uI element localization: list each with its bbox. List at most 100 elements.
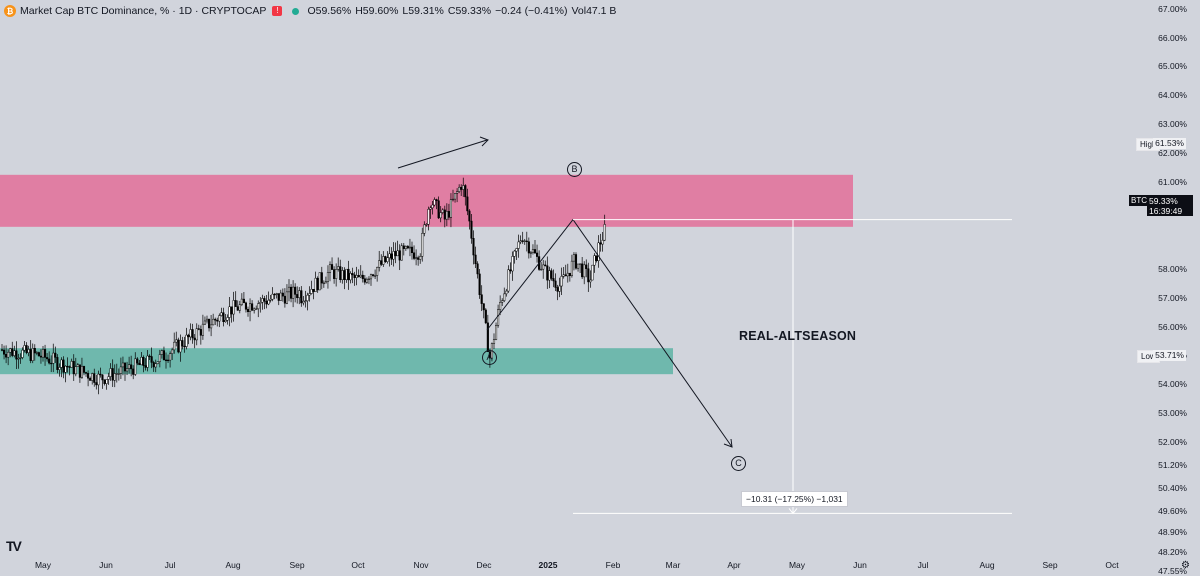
price-tick-label: 53.00% <box>1158 408 1187 419</box>
candle <box>244 302 247 310</box>
candle <box>495 325 498 340</box>
candle <box>570 260 573 276</box>
candle <box>562 274 565 277</box>
candle <box>480 294 483 304</box>
candle <box>472 238 475 256</box>
candle <box>593 255 596 266</box>
candle <box>304 300 307 302</box>
candle <box>179 340 182 353</box>
candle <box>439 212 442 219</box>
candle <box>378 260 381 268</box>
candle <box>302 300 305 304</box>
candle <box>331 264 334 270</box>
flag-icon[interactable]: ! <box>272 6 283 16</box>
candle <box>121 362 125 368</box>
candle <box>261 298 264 303</box>
candle <box>9 348 12 353</box>
candle <box>306 294 309 302</box>
time-tick-label: 2025 <box>538 560 558 570</box>
market-status-icon[interactable] <box>292 7 300 15</box>
candle <box>103 379 106 384</box>
symbol-title[interactable]: Market Cap BTC Dominance, % · 1D · CRYPT… <box>20 5 267 17</box>
price-tick-label: 47.55% <box>1158 565 1187 576</box>
candle <box>240 298 243 305</box>
resistance-zone[interactable] <box>0 174 853 227</box>
candle <box>384 256 387 262</box>
wave-a-label[interactable]: A <box>482 350 497 365</box>
candle <box>242 298 245 304</box>
candle <box>85 372 88 374</box>
candle <box>300 290 303 304</box>
time-tick-label: Apr <box>727 560 741 570</box>
candle <box>128 364 131 369</box>
measure-label[interactable]: −10.31 (−17.25%) −1,031 <box>741 491 848 507</box>
candle <box>433 199 436 206</box>
time-tick-label: Aug <box>225 560 241 570</box>
candle <box>447 211 450 218</box>
candle <box>476 263 479 275</box>
candle <box>466 196 469 212</box>
candle <box>281 292 284 297</box>
candle <box>408 246 411 249</box>
candle <box>87 373 90 379</box>
candle <box>357 275 360 278</box>
candle <box>91 373 94 381</box>
price-tick-label: 50.40% <box>1158 483 1187 494</box>
candle <box>501 300 504 303</box>
bitcoin-icon: ₿ <box>4 5 16 17</box>
candle <box>95 382 98 386</box>
candle <box>175 339 178 343</box>
price-tick-label: 62.00% <box>1158 148 1187 159</box>
time-tick-label: May <box>788 560 806 570</box>
candle <box>359 274 362 278</box>
candle <box>205 318 209 322</box>
abc-projection-path[interactable] <box>486 218 733 448</box>
candle <box>197 328 200 330</box>
candle <box>435 199 438 202</box>
candle <box>386 257 389 262</box>
time-tick-label: May <box>34 560 52 570</box>
candle <box>523 240 526 242</box>
wave-b-label[interactable]: B <box>567 162 582 177</box>
altseason-annotation[interactable]: REAL-ALTSEASON <box>739 329 857 343</box>
candle <box>29 349 32 361</box>
candle <box>552 278 555 282</box>
candle <box>298 290 301 299</box>
candle <box>451 198 455 201</box>
candle <box>499 301 502 310</box>
candle <box>556 287 559 292</box>
candle <box>531 249 535 253</box>
time-tick-label: Feb <box>605 560 621 570</box>
candle <box>35 352 38 354</box>
price-tick-label: 54.00% <box>1158 379 1187 390</box>
candle <box>33 348 36 354</box>
candle <box>417 257 420 260</box>
projection-arrow-head <box>723 438 733 448</box>
candle <box>5 354 8 358</box>
candle <box>64 365 67 373</box>
candle <box>173 341 176 351</box>
candle <box>581 263 584 278</box>
candle <box>441 209 444 213</box>
support-zone[interactable] <box>0 348 673 375</box>
trendline-arrow[interactable] <box>397 139 488 169</box>
wave-c-label[interactable]: C <box>731 456 746 471</box>
candle <box>21 349 24 358</box>
tradingview-logo[interactable]: TV <box>6 538 22 554</box>
candle <box>37 352 40 357</box>
candle <box>591 264 594 281</box>
candle <box>144 365 147 368</box>
candle <box>89 377 92 381</box>
candle <box>17 358 20 360</box>
candle <box>11 348 14 356</box>
candle <box>208 318 211 329</box>
candle <box>230 306 233 315</box>
candle <box>589 279 592 283</box>
candle <box>546 265 549 281</box>
candle <box>181 340 184 347</box>
settings-icon[interactable]: ⚙ <box>1181 560 1190 571</box>
candle <box>404 246 407 249</box>
candle <box>349 273 352 281</box>
high-value: H59.60% <box>355 5 399 17</box>
